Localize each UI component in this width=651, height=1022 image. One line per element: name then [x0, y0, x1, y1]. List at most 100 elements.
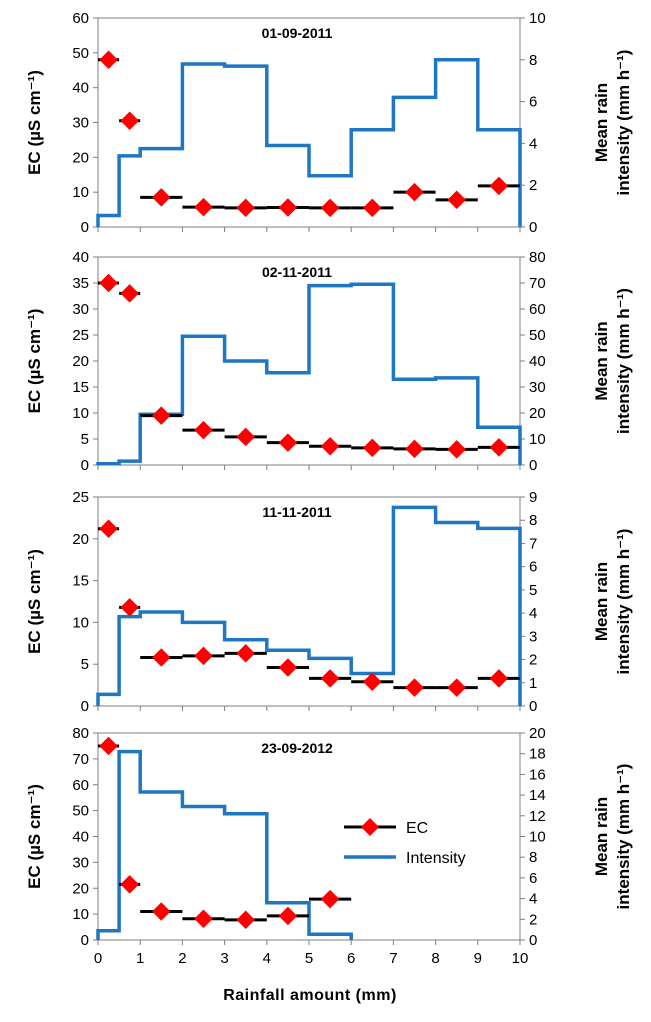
y-tick-label-left: 35	[72, 275, 89, 292]
ec-point	[320, 436, 340, 456]
y-tick-label-right: 16	[529, 766, 546, 783]
y-tick-label-right: 6	[529, 870, 537, 887]
y-tick-label-right: 12	[529, 808, 546, 825]
y-tick-label-right: 10	[529, 829, 546, 846]
ec-point	[151, 648, 171, 667]
ec-point	[194, 909, 213, 929]
y-tick-label-right: 0	[529, 219, 537, 236]
y-tick-label-left: 25	[72, 489, 89, 506]
y-tick-label-right: 8	[529, 849, 537, 866]
y-tick-label-left: 20	[72, 880, 89, 897]
x-tick-label: 4	[263, 950, 271, 967]
ec-point	[320, 669, 340, 688]
panel-title: 11-11-2011	[262, 504, 332, 520]
y-tick-label-right: 7	[529, 535, 537, 552]
ec-point	[151, 406, 171, 425]
y-tick-label-left: 0	[81, 219, 89, 236]
panel-title: 23-09-2012	[261, 740, 333, 756]
intensity-series-line	[96, 282, 522, 466]
y-tick-label-right: 30	[529, 379, 546, 396]
y-tick-label-right: 70	[529, 275, 546, 292]
y-tick-label-left: 15	[72, 379, 89, 396]
y-axis-title-right-line2: intensity (mm h⁻¹)	[614, 764, 633, 910]
y-tick-label-left: 25	[72, 327, 89, 344]
y-axis-title-right-line1: Mean rain	[592, 83, 611, 162]
x-tick-label: 9	[474, 950, 482, 967]
y-tick-label-right: 5	[529, 582, 537, 599]
y-tick-label-left: 40	[72, 80, 89, 97]
ec-point	[320, 198, 340, 218]
ec-point	[120, 284, 140, 303]
x-tick-label: 6	[347, 950, 355, 967]
y-tick-label-left: 50	[72, 803, 89, 820]
y-tick-label-right: 4	[529, 891, 537, 908]
y-tick-label-right: 8	[529, 512, 537, 529]
ec-point	[151, 188, 171, 207]
ec-point	[278, 906, 298, 926]
ec-point	[447, 678, 467, 697]
legend-ec-label: EC	[406, 820, 428, 837]
y-tick-label-left: 60	[72, 10, 89, 27]
y-axis-title-right-line1: Mean rain	[592, 562, 611, 641]
x-tick-label: 0	[94, 950, 102, 967]
y-axis-title-left: EC (µS cm⁻¹)	[25, 70, 44, 175]
y-tick-label-left: 30	[72, 301, 89, 318]
intensity-series-line	[96, 749, 353, 940]
y-tick-label-left: 5	[81, 431, 89, 448]
y-tick-label-left: 40	[72, 249, 89, 266]
y-tick-label-right: 18	[529, 746, 546, 763]
y-tick-label-left: 5	[81, 656, 89, 673]
ec-point	[236, 643, 256, 663]
ec-point	[236, 427, 256, 447]
ec-point	[278, 433, 298, 452]
y-tick-label-left: 50	[72, 45, 89, 62]
y-tick-label-right: 8	[529, 52, 537, 69]
ec-point	[194, 197, 213, 217]
y-axis-title-right-line2: intensity (mm h⁻¹)	[614, 529, 633, 675]
x-tick-label: 3	[220, 950, 228, 967]
y-axis-title-right-line1: Mean rain	[592, 321, 611, 400]
ec-point	[447, 440, 467, 459]
ec-point	[362, 672, 382, 692]
ec-point	[489, 669, 509, 688]
y-tick-label-left: 10	[72, 405, 89, 422]
y-tick-label-left: 70	[72, 751, 89, 768]
plot-frame	[97, 496, 521, 707]
y-tick-label-right: 1	[529, 675, 537, 692]
x-tick-label: 5	[305, 950, 313, 967]
y-tick-label-left: 20	[72, 353, 89, 370]
x-tick-label: 8	[431, 950, 439, 967]
legend-intensity-label: Intensity	[406, 850, 466, 867]
y-tick-label-left: 0	[81, 932, 89, 949]
y-tick-label-right: 0	[529, 457, 537, 474]
y-axis-title-left: EC (µS cm⁻¹)	[25, 309, 44, 414]
ec-point	[194, 646, 213, 666]
ec-point	[120, 597, 140, 617]
y-tick-label-left: 40	[72, 829, 89, 846]
y-tick-label-right: 10	[529, 431, 546, 448]
ec-point	[362, 198, 382, 218]
y-axis-title-left: EC (µS cm⁻¹)	[25, 549, 44, 654]
y-tick-label-right: 2	[529, 911, 537, 928]
panel-title: 02-11-2011	[262, 264, 332, 280]
ec-point	[236, 910, 256, 930]
ec-point	[99, 519, 118, 539]
x-axis-title: Rainfall amount (mm)	[223, 987, 397, 1004]
ec-point	[120, 875, 140, 894]
x-tick-label: 2	[178, 950, 186, 967]
ec-point	[278, 658, 298, 677]
y-tick-label-right: 14	[529, 787, 546, 804]
y-tick-label-right: 9	[529, 489, 537, 506]
y-tick-label-right: 10	[529, 10, 546, 27]
y-tick-label-left: 80	[72, 725, 89, 742]
y-tick-label-left: 30	[72, 115, 89, 132]
ec-point	[320, 889, 340, 909]
x-tick-label: 1	[136, 950, 144, 967]
y-tick-label-right: 80	[529, 249, 546, 266]
x-tick-label: 7	[389, 950, 397, 967]
legend-ec-marker	[361, 818, 379, 836]
ec-point	[447, 190, 467, 210]
y-tick-label-right: 6	[529, 559, 537, 576]
intensity-series-line	[96, 58, 522, 227]
